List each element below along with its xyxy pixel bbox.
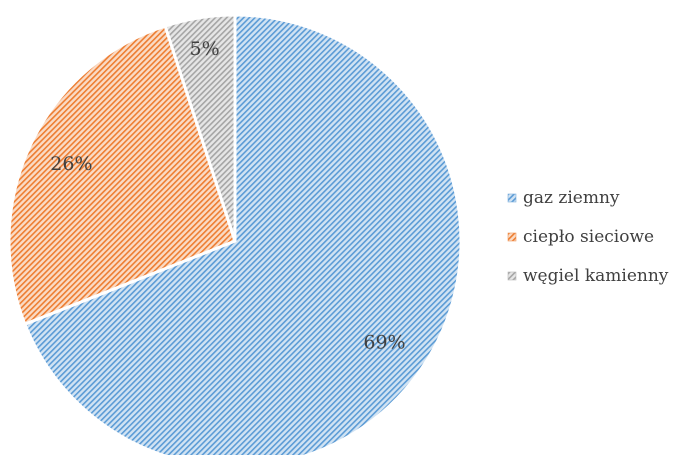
legend-label-wegiel-kamienny: węgiel kamienny bbox=[523, 266, 669, 286]
data-label-wegiel-kamienny: 5% bbox=[190, 38, 220, 60]
data-label-cieplo-sieciowe: 26% bbox=[50, 153, 92, 175]
data-label-gaz-ziemny: 69% bbox=[363, 332, 405, 354]
legend-swatch-cieplo-sieciowe bbox=[507, 232, 517, 242]
legend: gaz ziemny ciepło sieciowe węgiel kamienny bbox=[507, 188, 669, 286]
pie-slice-wegiel-kamienny bbox=[163, 13, 237, 243]
pie-slices bbox=[7, 13, 463, 455]
pie-slice-cieplo-sieciowe bbox=[7, 24, 237, 326]
pie-slice-gaz-ziemny bbox=[23, 13, 463, 455]
legend-swatch-wegiel-kamienny bbox=[507, 271, 517, 281]
legend-swatch-gaz-ziemny bbox=[507, 193, 517, 203]
legend-label-cieplo-sieciowe: ciepło sieciowe bbox=[523, 227, 654, 247]
slice-labels: 69% 26% 5% bbox=[50, 38, 405, 354]
legend-label-gaz-ziemny: gaz ziemny bbox=[523, 188, 620, 208]
